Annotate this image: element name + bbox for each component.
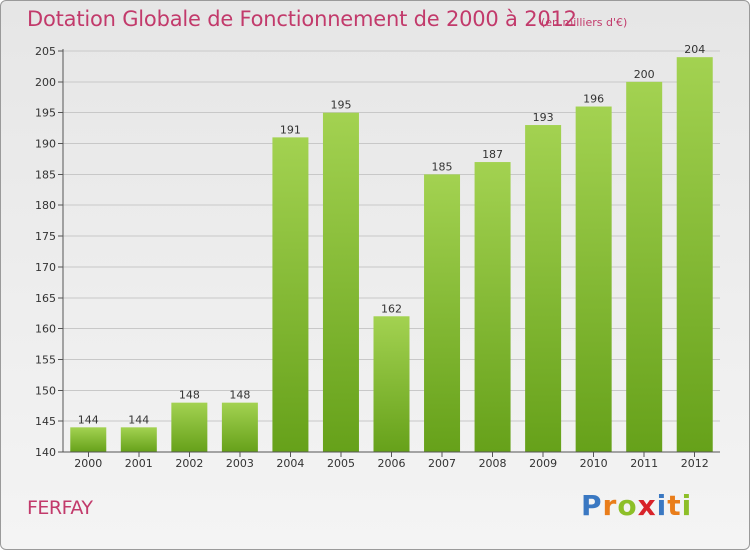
bar [70,427,107,452]
bar [221,402,258,452]
y-tick-label: 140 [35,446,56,459]
bars: 144 144 148 148 191 195 162 185 187 193 196 200 204 [70,43,713,453]
data-label: 195 [330,99,351,112]
y-tick-label: 165 [35,292,56,305]
x-tick-label: 2000 [74,457,102,470]
x-tick-label: 2003 [226,457,254,470]
data-label: 204 [684,43,705,56]
y-tick-label: 150 [35,384,56,397]
bar [272,137,309,452]
x-tick-label: 2009 [529,457,557,470]
x-tick-label: 2001 [125,457,153,470]
y-tick-label: 175 [35,230,56,243]
y-tick-label: 185 [35,168,56,181]
chart-subtitle: (en milliers d'€) [541,16,628,29]
data-label: 196 [583,93,604,106]
data-label: 144 [128,413,149,426]
y-tick-label: 170 [35,261,56,274]
bar [474,162,511,453]
data-label: 200 [634,68,655,81]
y-tick-label: 195 [35,107,56,120]
data-label: 193 [533,111,554,124]
bar [626,81,663,452]
commune-name: FERFAY [27,497,93,519]
bar [525,125,562,453]
data-label: 148 [229,389,250,402]
x-tick-label: 2002 [175,457,203,470]
x-tick-label: 2004 [276,457,304,470]
y-tick-label: 200 [35,76,56,89]
y-tick-label: 205 [35,45,56,58]
y-tick-label: 155 [35,353,56,366]
bar [322,112,359,452]
x-tick-label: 2010 [580,457,608,470]
x-tick-label: 2007 [428,457,456,470]
y-tick-label: 145 [35,415,56,428]
bar [373,316,410,452]
bar [171,402,208,452]
x-tick-label: 2011 [630,457,658,470]
x-tick-label: 2012 [681,457,709,470]
y-tick-label: 180 [35,199,56,212]
bar [676,57,713,453]
y-tick-label: 190 [35,138,56,151]
y-tick-label: 160 [35,323,56,336]
chart-title: Dotation Globale de Fonctionnement de 20… [27,7,577,31]
data-label: 191 [280,123,301,136]
x-tick-label: 2006 [378,457,406,470]
data-label: 144 [78,413,99,426]
axes: 1401451501551601651701751801851901952002… [35,45,720,470]
data-label: 148 [179,389,200,402]
bar [575,106,612,453]
data-label: 185 [432,160,453,173]
data-label: 187 [482,148,503,161]
x-tick-label: 2005 [327,457,355,470]
bar [424,174,461,452]
bar [120,427,157,452]
proxiti-logo[interactable]: Proxiti [581,489,693,522]
data-label: 162 [381,302,402,315]
x-tick-label: 2008 [479,457,507,470]
